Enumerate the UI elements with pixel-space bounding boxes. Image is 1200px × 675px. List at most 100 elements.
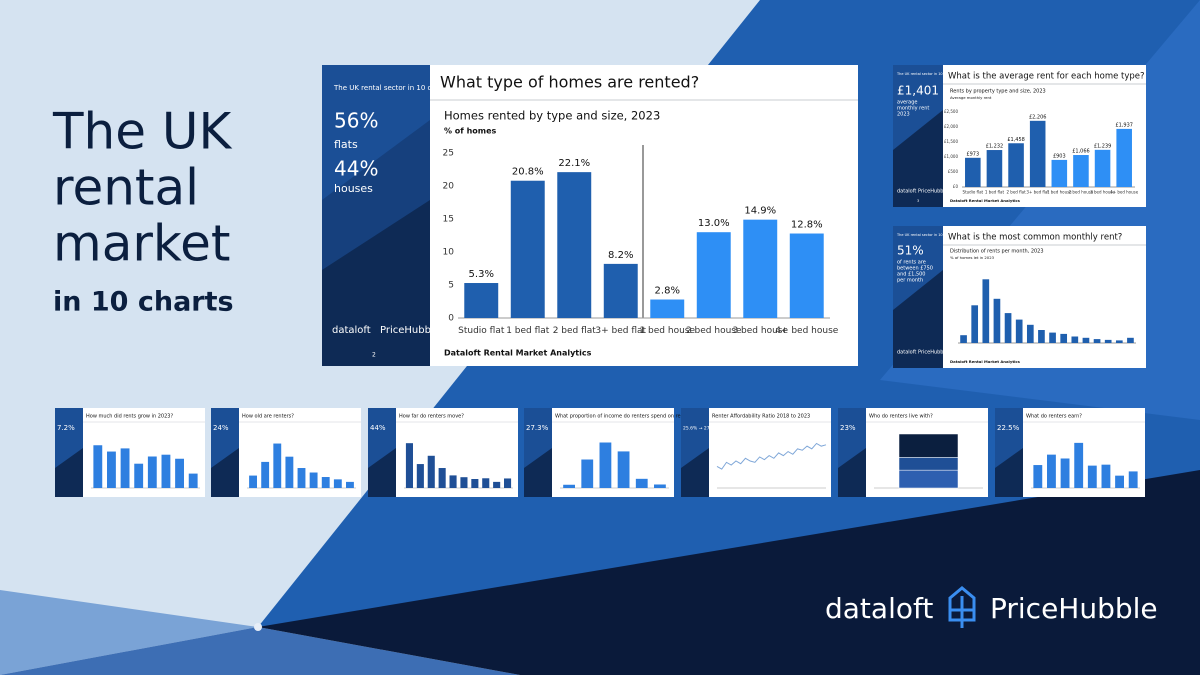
bar xyxy=(743,219,778,318)
bar xyxy=(982,279,990,343)
bar xyxy=(965,157,981,187)
x-tick-label: 2 bed house xyxy=(686,326,742,336)
value-label: £1,239 xyxy=(1094,143,1112,149)
caption: The UK rental sector in 10 charts xyxy=(896,72,955,76)
x-tick-label: 3 bed house xyxy=(1090,190,1115,195)
y-tick-label: 25 xyxy=(443,149,454,159)
brand: dataloft xyxy=(897,350,916,356)
chart-title: Rents by property type and size, 2023 xyxy=(950,89,1046,95)
bar xyxy=(1082,337,1090,343)
bar xyxy=(93,445,103,488)
bar xyxy=(285,456,294,488)
bar xyxy=(1074,442,1084,488)
bar xyxy=(427,455,435,488)
value-label: 8.2% xyxy=(608,250,633,261)
x-tick-label: 4+ bed house xyxy=(1110,190,1139,195)
dot xyxy=(254,623,262,631)
sidebar-shape xyxy=(211,448,239,497)
bar xyxy=(1015,319,1023,343)
bar xyxy=(650,299,685,318)
stat-label: of rents are xyxy=(897,260,926,266)
bar xyxy=(960,335,967,343)
y-tick-label: 10 xyxy=(443,248,455,258)
y-tick-label: £1,000 xyxy=(944,154,958,159)
bar xyxy=(346,481,354,488)
bar xyxy=(1101,464,1111,488)
stat-label: between £750 xyxy=(897,266,933,272)
bar xyxy=(449,475,457,488)
sidebar-shape xyxy=(893,270,943,368)
bar xyxy=(1093,339,1101,343)
x-tick-label: 1 bed house xyxy=(639,326,695,336)
stat: £1,401 xyxy=(897,84,939,98)
bar xyxy=(1116,128,1132,187)
bar xyxy=(1026,324,1034,343)
stat-label: monthly rent xyxy=(897,106,929,112)
bar xyxy=(1115,340,1123,343)
source: Dataloft Rental Market Analytics xyxy=(950,198,1021,203)
thumbnail-heading: Renter Affordability Ratio 2018 to 2023 xyxy=(712,414,810,420)
thumbnail-heading: How far do renters move? xyxy=(399,414,464,420)
bar xyxy=(471,479,479,488)
x-tick-label: 1 bed house xyxy=(1047,190,1072,195)
bar xyxy=(581,459,594,488)
value-label: 22.1% xyxy=(558,158,590,169)
value-label: 13.0% xyxy=(698,218,730,229)
bar xyxy=(1128,471,1138,488)
bar xyxy=(654,484,666,488)
value-label: £1,458 xyxy=(1007,137,1025,143)
value-label: £1,066 xyxy=(1072,149,1090,155)
thumbnail-stat: 25.6% → 27.2% xyxy=(683,426,719,432)
headline-line: market xyxy=(53,215,230,273)
line xyxy=(716,442,827,470)
x-tick-label: 2 bed flat xyxy=(553,326,597,336)
thumbnail-stat: 27.3% xyxy=(526,424,549,432)
thumbnail-heading: What proportion of income do renters spe… xyxy=(555,414,689,420)
thumbnail-stat: 23% xyxy=(840,424,856,432)
thumbnail-stat: 24% xyxy=(213,424,229,432)
brand: PriceHubble xyxy=(380,325,440,336)
thumbnail-heading: How much did rents grow in 2023? xyxy=(86,414,173,420)
bar xyxy=(438,468,446,488)
bar xyxy=(1033,465,1043,488)
bar xyxy=(789,233,824,318)
bar xyxy=(599,442,612,488)
bar xyxy=(1104,339,1112,343)
sidebar-text: The UK rental sector in 10 charts £1,401… xyxy=(896,72,955,203)
bar xyxy=(635,478,648,488)
sidebar-shape xyxy=(55,448,83,497)
bar xyxy=(309,472,318,488)
headline: The UK rental market in 10 charts xyxy=(52,103,234,318)
value-label: £2,206 xyxy=(1029,114,1047,120)
brand: dataloft xyxy=(332,325,371,336)
chart-title: Homes rented by type and size, 2023 xyxy=(444,109,660,123)
slide-heading: What type of homes are rented? xyxy=(440,73,699,92)
bg-shape xyxy=(0,590,258,675)
bar xyxy=(1008,143,1024,187)
bg-shape xyxy=(0,627,520,675)
x-tick-label: 3 bed house xyxy=(732,326,788,336)
bar xyxy=(107,451,116,488)
sidebar-shape xyxy=(524,448,552,497)
x-tick-label: 1 bed flat xyxy=(985,190,1005,195)
sidebar-shape xyxy=(322,200,430,366)
stat-label: and £1,500 xyxy=(897,272,926,278)
bar xyxy=(563,484,575,488)
bar xyxy=(120,448,130,488)
brand: dataloft xyxy=(897,189,916,195)
value-label: 20.8% xyxy=(512,167,544,178)
thumbnail-heading: Who do renters live with? xyxy=(869,414,933,420)
stat: 51% xyxy=(897,244,924,258)
value-label: £973 xyxy=(966,151,979,157)
thumbnail-stat: 44% xyxy=(370,424,386,432)
y-label: Average monthly rent xyxy=(950,95,992,100)
sidebar-text: The UK rental sector in 10 charts 51% of… xyxy=(896,233,955,356)
value-label: 14.9% xyxy=(744,206,776,217)
stack-segment xyxy=(898,469,959,489)
y-label: % of homes let in 2023 xyxy=(950,255,995,260)
value-label: 12.8% xyxy=(791,220,823,231)
stat-label: average xyxy=(897,100,917,106)
bar xyxy=(147,456,157,488)
